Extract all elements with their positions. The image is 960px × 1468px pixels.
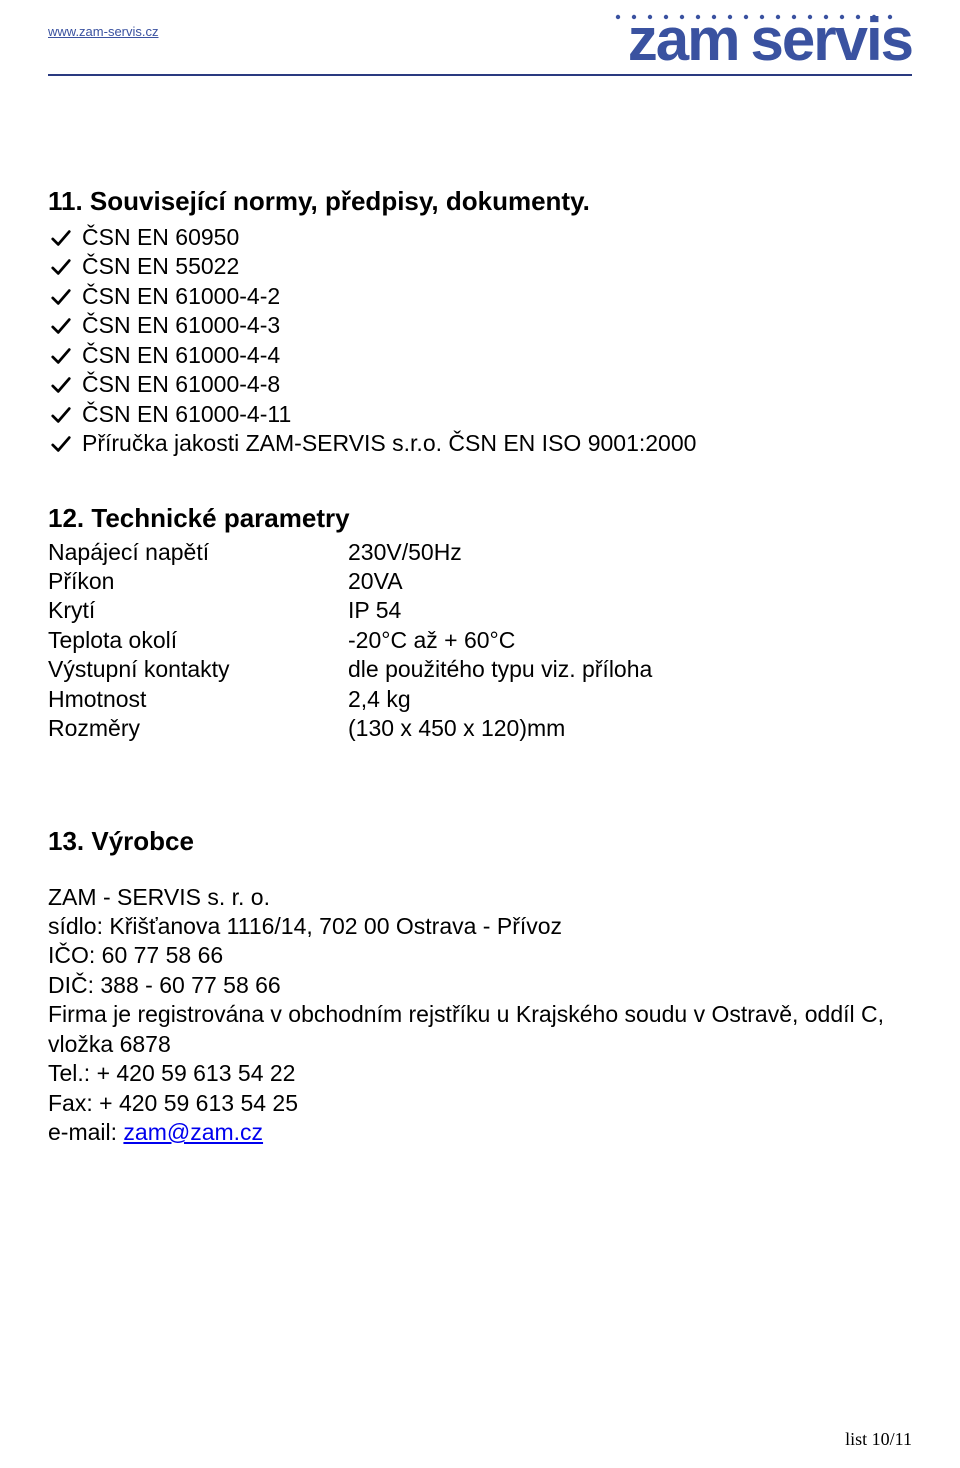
company-logo: zamservis: [628, 10, 912, 70]
tech-param-row: KrytíIP 54: [48, 596, 912, 625]
tech-param-label: Hmotnost: [48, 685, 348, 714]
section-12-heading: 12. Technické parametry: [48, 503, 912, 534]
logo-word-2: servis: [751, 10, 913, 70]
check-icon: [50, 345, 72, 367]
tech-param-row: Rozměry(130 x 450 x 120)mm: [48, 714, 912, 743]
standards-list-item: ČSN EN 61000-4-2: [48, 282, 912, 311]
company-fax: Fax: + 420 59 613 54 25: [48, 1089, 912, 1118]
standards-item-text: ČSN EN 61000-4-4: [82, 342, 280, 368]
standards-item-text: ČSN EN 61000-4-11: [82, 401, 291, 427]
standards-list-item: ČSN EN 55022: [48, 252, 912, 281]
standards-list-item: ČSN EN 61000-4-3: [48, 311, 912, 340]
standards-item-text: ČSN EN 60950: [82, 224, 239, 250]
standards-item-text: ČSN EN 61000-4-3: [82, 312, 280, 338]
check-icon: [50, 433, 72, 455]
page: www.zam-servis.cz zamservis 11. Souvisej…: [0, 0, 960, 1468]
company-address: sídlo: Křišťanova 1116/14, 702 00 Ostrav…: [48, 912, 912, 941]
logo-word-1: zam: [628, 10, 739, 70]
standards-list-item: ČSN EN 61000-4-4: [48, 341, 912, 370]
tech-param-label: Napájecí napětí: [48, 538, 348, 567]
company-dic: DIČ: 388 - 60 77 58 66: [48, 971, 912, 1000]
check-icon: [50, 315, 72, 337]
logo-text: zamservis: [628, 10, 912, 70]
standards-list: ČSN EN 60950 ČSN EN 55022 ČSN EN 61000-4-2…: [48, 223, 912, 459]
company-name: ZAM - SERVIS s. r. o.: [48, 883, 912, 912]
manufacturer-block: ZAM - SERVIS s. r. o. sídlo: Křišťanova …: [48, 883, 912, 1148]
tech-param-label: Příkon: [48, 567, 348, 596]
check-icon: [50, 227, 72, 249]
tech-param-label: Výstupní kontakty: [48, 655, 348, 684]
page-header: www.zam-servis.cz zamservis: [48, 14, 912, 70]
page-number: list 10/11: [845, 1429, 912, 1450]
check-icon: [50, 256, 72, 278]
standards-item-text: ČSN EN 55022: [82, 253, 239, 279]
section-13-heading: 13. Výrobce: [48, 826, 912, 857]
check-icon: [50, 286, 72, 308]
company-email-line: e-mail: zam@zam.cz: [48, 1118, 912, 1147]
standards-list-item: ČSN EN 60950: [48, 223, 912, 252]
tech-param-value: 20VA: [348, 567, 912, 596]
company-tel: Tel.: + 420 59 613 54 22: [48, 1059, 912, 1088]
tech-param-label: Teplota okolí: [48, 626, 348, 655]
tech-param-row: Příkon20VA: [48, 567, 912, 596]
standards-list-item: Příručka jakosti ZAM-SERVIS s.r.o. ČSN E…: [48, 429, 912, 458]
company-registration: Firma je registrována v obchodním rejstř…: [48, 1000, 912, 1059]
tech-param-label: Rozměry: [48, 714, 348, 743]
company-ico: IČO: 60 77 58 66: [48, 941, 912, 970]
tech-param-value: 230V/50Hz: [348, 538, 912, 567]
tech-param-value: IP 54: [348, 596, 912, 625]
tech-param-value: -20°C až + 60°C: [348, 626, 912, 655]
email-label: e-mail:: [48, 1119, 123, 1145]
tech-param-row: Teplota okolí-20°C až + 60°C: [48, 626, 912, 655]
standards-item-text: ČSN EN 61000-4-2: [82, 283, 280, 309]
check-icon: [50, 374, 72, 396]
email-link[interactable]: zam@zam.cz: [123, 1119, 263, 1145]
site-url-link[interactable]: www.zam-servis.cz: [48, 24, 159, 39]
tech-param-value: 2,4 kg: [348, 685, 912, 714]
tech-param-value: dle použitého typu viz. příloha: [348, 655, 912, 684]
tech-params-table: Napájecí napětí230V/50HzPříkon20VAKrytíI…: [48, 538, 912, 744]
tech-param-row: Hmotnost2,4 kg: [48, 685, 912, 714]
section-11-heading: 11. Související normy, předpisy, dokumen…: [48, 186, 912, 217]
check-icon: [50, 404, 72, 426]
standards-list-item: ČSN EN 61000-4-11: [48, 400, 912, 429]
tech-param-label: Krytí: [48, 596, 348, 625]
tech-param-row: Napájecí napětí230V/50Hz: [48, 538, 912, 567]
standards-item-text: Příručka jakosti ZAM-SERVIS s.r.o. ČSN E…: [82, 430, 696, 456]
standards-item-text: ČSN EN 61000-4-8: [82, 371, 280, 397]
standards-list-item: ČSN EN 61000-4-8: [48, 370, 912, 399]
tech-param-row: Výstupní kontaktydle použitého typu viz.…: [48, 655, 912, 684]
tech-param-value: (130 x 450 x 120)mm: [348, 714, 912, 743]
